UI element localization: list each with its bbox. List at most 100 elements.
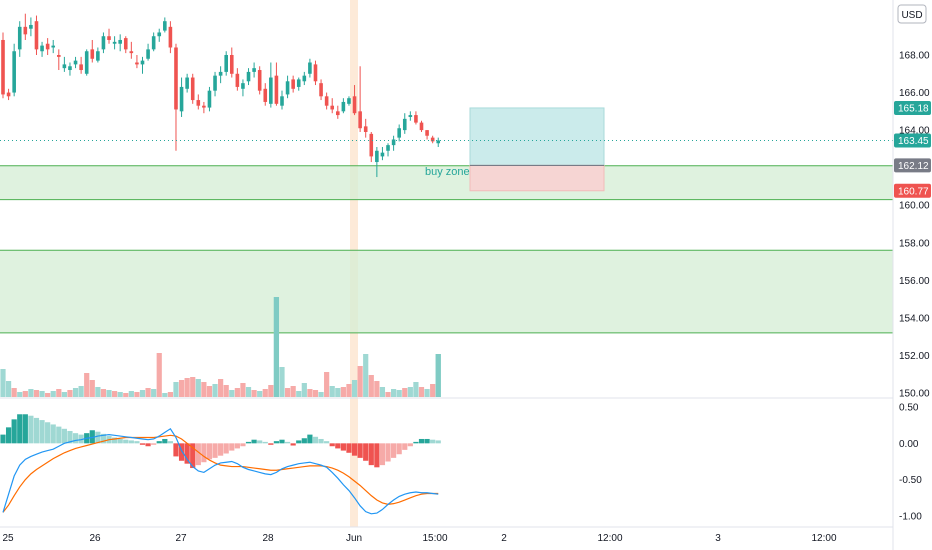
macd-histogram-bar [329,443,335,447]
macd-histogram-bar [145,443,151,447]
volume-bar [240,383,246,397]
candle [257,66,262,95]
volume-bar [61,392,67,397]
time-tick-label: 25 [2,533,14,544]
macd-histogram-bar [184,443,190,464]
candle [202,101,206,114]
macd-histogram-bar [56,426,62,444]
support-zones [0,165,893,334]
candle [241,79,245,97]
time-tick-label: 12:00 [811,533,836,544]
zone-fill[interactable] [0,165,893,200]
macd-histogram-bar [335,443,341,449]
volume-bar [162,393,168,397]
candle [179,77,184,117]
volume-bar [167,392,173,397]
macd-histogram-bar [363,443,369,461]
candle [218,66,223,84]
macd-histogram-bar [245,441,252,444]
buy-zone-label[interactable]: buy zone [425,166,470,178]
volume-bar [128,391,134,397]
candle [229,47,234,78]
volume-bar [407,387,413,397]
zone-fill[interactable] [0,250,893,333]
volume-bar [290,386,296,397]
long-position-tool[interactable] [469,107,605,192]
candle [397,124,401,142]
macd-histogram-bar [318,438,324,444]
position-target-area[interactable] [469,107,605,166]
price-tick-label: 154.00 [899,313,930,324]
volume-bar [324,372,330,397]
volume-bar [418,387,425,397]
volume-bar [201,382,207,397]
volume-bar [117,392,123,397]
volume-bar [396,390,402,397]
price-tick-label: 156.00 [899,276,930,287]
volume-bar [218,379,224,397]
macd-histogram-bar [357,443,363,458]
candle [168,21,173,54]
macd-histogram-bar [123,439,129,444]
macd-histogram-bar [11,419,17,444]
candle [140,56,145,74]
volume-bar [430,384,436,397]
candle [23,13,28,40]
macd-histogram-bar [424,438,430,444]
candle [101,32,106,54]
time-tick-label: 3 [715,533,721,544]
candle [414,111,418,125]
candle [6,88,11,101]
svg-text:165.18: 165.18 [898,103,929,114]
candle [408,111,413,121]
candle [34,15,39,55]
candle [291,75,295,93]
volume-series [0,297,441,397]
candle [341,98,346,114]
currency-button[interactable]: USD [897,4,927,24]
volume-bar [307,389,313,397]
candle [358,66,362,132]
macd-histogram-bar [201,443,207,463]
macd-histogram-bar [151,443,157,445]
candle [118,34,122,52]
volume-bar [379,387,386,397]
macd-histogram-bar [301,438,307,444]
macd-histogram-bar [0,434,6,444]
volume-bar [28,389,34,397]
candle [308,58,312,78]
macd-histogram-bar [368,443,374,466]
candle [430,135,435,144]
volume-bar [257,391,263,397]
volume-bar [363,354,369,397]
time-tick-label: 12:00 [597,533,622,544]
candle [90,39,95,63]
macd-axis[interactable]: 0.50 0.00 -0.50 -1.00 [899,403,922,523]
candle [296,77,301,91]
volume-bar [22,391,28,397]
position-stop-area[interactable] [469,164,605,192]
price-tick-label: 158.00 [899,238,930,249]
candle [213,71,217,97]
price-axis[interactable]: 168.00 166.00 164.00 160.00 158.00 156.00 154.… [899,51,930,400]
candle [151,32,156,52]
macd-histogram-bar [45,422,51,444]
volume-bar [123,393,129,397]
time-tick-label: Jun [346,533,362,544]
currency-label: USD [901,10,922,21]
candle [336,105,340,119]
price-tick-label: 166.00 [899,88,930,99]
time-axis[interactable]: 25 26 27 28 Jun 15:00 2 12:00 3 12:00 [2,533,837,544]
candle [12,43,16,97]
price-tick-label: 168.00 [899,51,930,62]
volume-bar [402,388,408,397]
macd-histogram-bar [391,443,397,458]
macd-histogram-bar [22,414,28,444]
time-tick-label: 2 [501,533,507,544]
candle [40,41,44,57]
volume-bar [391,389,397,397]
macd-histogram-bar [430,439,436,444]
macd-histogram-bar [374,443,380,468]
volume-bar [212,384,218,397]
